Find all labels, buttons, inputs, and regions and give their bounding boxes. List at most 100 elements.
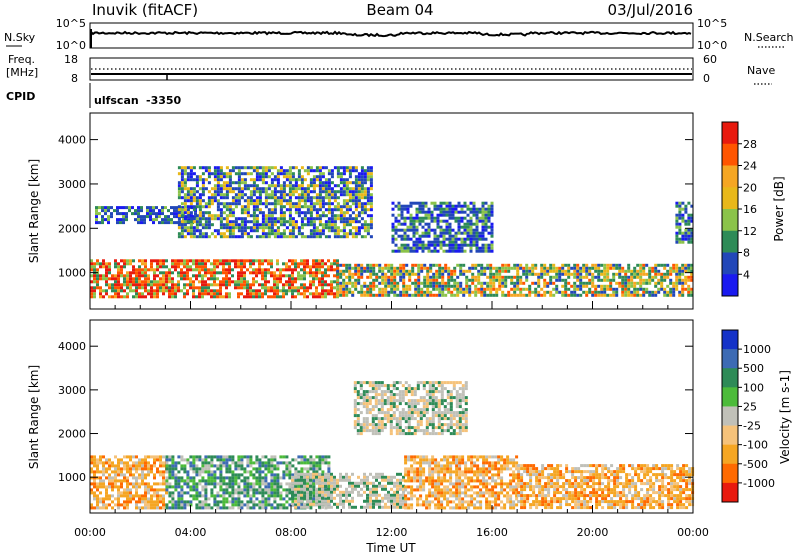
echo-cell <box>327 496 330 500</box>
echo-cell <box>447 269 451 273</box>
echo-cell <box>369 196 373 200</box>
echo-cell <box>306 482 310 486</box>
echo-cell <box>201 265 204 269</box>
echo-cell <box>360 169 364 173</box>
echo-cell <box>150 503 153 507</box>
echo-cell <box>117 467 120 471</box>
echo-cell <box>285 464 289 468</box>
echo-cell <box>418 210 422 214</box>
echo-cell <box>240 265 243 269</box>
echo-cell <box>600 290 604 294</box>
echo-cell <box>366 193 370 197</box>
echo-cell <box>291 496 294 500</box>
echo-cell <box>402 484 405 488</box>
echo-cell <box>318 467 322 471</box>
echo-cell <box>618 269 622 273</box>
echo-cell <box>234 193 238 197</box>
echo-cell <box>111 277 114 281</box>
echo-cell <box>258 461 262 465</box>
echo-cell <box>222 205 226 209</box>
echo-cell <box>105 488 108 492</box>
echo-cell <box>360 266 364 270</box>
echo-cell <box>321 455 325 459</box>
echo-cell <box>159 455 162 459</box>
echo-cell <box>375 499 378 503</box>
echo-cell <box>279 187 283 191</box>
echo-cell <box>240 280 243 284</box>
echo-cell <box>291 502 294 506</box>
echo-cell <box>318 217 322 221</box>
echo-cell <box>249 259 252 263</box>
echo-cell <box>463 225 467 229</box>
echo-cell <box>96 286 99 290</box>
echo-cell <box>216 455 220 459</box>
echo-cell <box>177 497 181 501</box>
echo-cell <box>309 232 313 236</box>
echo-cell <box>104 212 107 216</box>
echo-cell <box>433 240 437 244</box>
echo-cell <box>252 295 255 299</box>
echo-cell <box>525 272 529 276</box>
echo-cell <box>152 206 155 210</box>
echo-cell <box>423 278 427 282</box>
echo-cell <box>240 226 244 230</box>
echo-cell <box>621 281 625 285</box>
echo-cell <box>315 196 319 200</box>
echo-cell <box>430 240 434 244</box>
echo-cell <box>342 505 345 509</box>
echo-cell <box>105 476 108 480</box>
echo-cell <box>333 205 337 209</box>
echo-cell <box>171 455 175 459</box>
power-colorbar-swatch <box>722 230 738 253</box>
echo-cell <box>627 287 631 291</box>
echo-cell <box>588 266 592 270</box>
echo-cell <box>336 172 340 176</box>
echo-cell <box>447 287 451 291</box>
echo-cell <box>147 292 150 296</box>
echo-cell <box>198 193 202 197</box>
echo-cell <box>273 193 277 197</box>
echo-cell <box>306 205 310 209</box>
echo-cell <box>162 286 165 290</box>
echo-cell <box>519 287 523 291</box>
echo-cell <box>159 280 162 284</box>
echo-cell <box>309 190 313 194</box>
echo-cell <box>108 268 111 272</box>
echo-cell <box>504 278 508 282</box>
echo-cell <box>342 217 346 221</box>
echo-cell <box>111 470 114 474</box>
echo-cell <box>324 235 328 239</box>
echo-cell <box>675 240 679 244</box>
echo-cell <box>228 491 232 495</box>
echo-cell <box>161 218 164 222</box>
echo-cell <box>426 287 430 291</box>
echo-cell <box>531 266 535 270</box>
echo-cell <box>413 461 417 465</box>
echo-cell <box>237 187 241 191</box>
echo-cell <box>407 470 411 474</box>
echo-cell <box>273 506 277 510</box>
echo-cell <box>225 181 229 185</box>
echo-cell <box>144 500 147 504</box>
echo-cell <box>687 222 691 226</box>
echo-cell <box>273 292 276 296</box>
echo-cell <box>147 482 150 486</box>
echo-cell <box>399 293 403 297</box>
echo-cell <box>300 226 304 230</box>
echo-cell <box>339 484 342 488</box>
echo-cell <box>176 209 179 213</box>
echo-cell <box>171 506 175 510</box>
echo-cell <box>654 263 658 267</box>
echo-cell <box>192 488 196 492</box>
echo-cell <box>330 268 333 272</box>
echo-cell <box>267 184 271 188</box>
echo-cell <box>273 286 276 290</box>
echo-cell <box>630 293 634 297</box>
echo-cell <box>549 278 553 282</box>
echo-cell <box>279 485 283 489</box>
echo-cell <box>384 272 388 276</box>
echo-cell <box>171 491 175 495</box>
echo-cell <box>381 281 385 285</box>
echo-cell <box>579 272 583 276</box>
echo-cell <box>345 266 349 270</box>
